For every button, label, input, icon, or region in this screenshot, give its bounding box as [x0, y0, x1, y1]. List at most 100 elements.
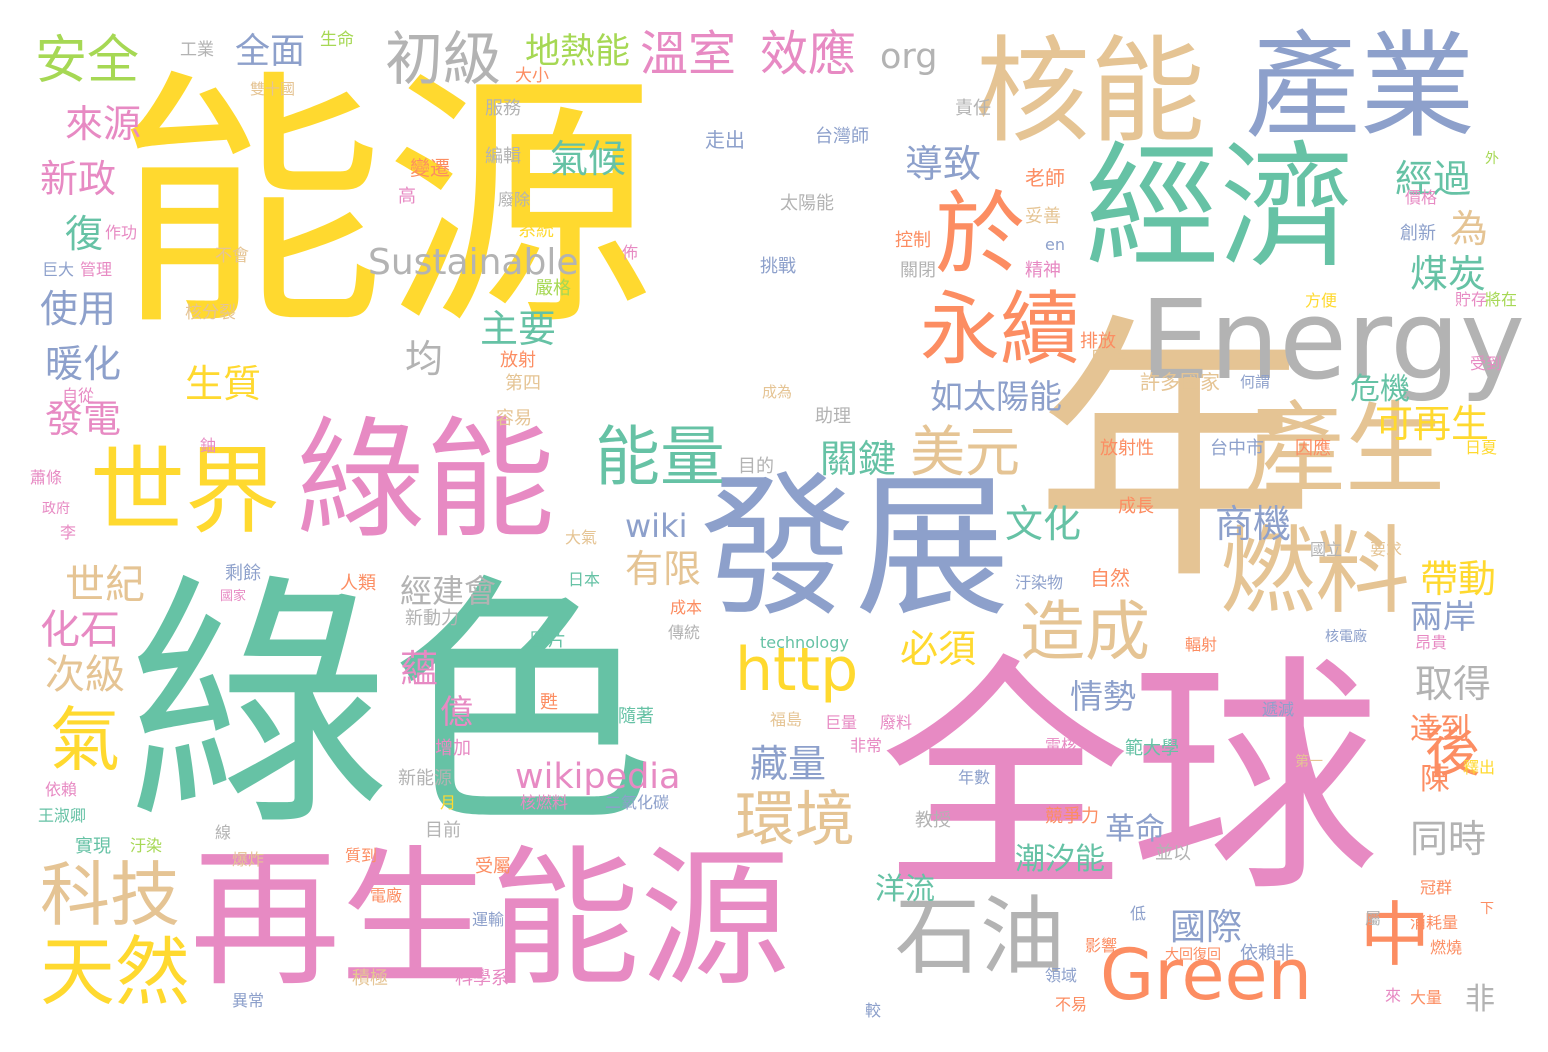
word: 屬 [1365, 909, 1382, 928]
word: 必須 [900, 627, 977, 671]
word: 異常 [232, 991, 265, 1010]
word: 暖化 [45, 342, 122, 386]
word: 達到 [1410, 712, 1470, 747]
word: 新政 [40, 157, 117, 201]
word: 陳 [1420, 762, 1450, 797]
word: 自從 [62, 386, 95, 405]
word: 控制 [895, 230, 931, 251]
word: 工業 [180, 40, 214, 60]
word: 甦 [540, 692, 558, 713]
word: 復 [65, 212, 104, 256]
word: Green [1100, 934, 1312, 1016]
word: 創新 [1400, 223, 1436, 244]
word: 汙染物 [1015, 573, 1064, 592]
word: 剩餘 [225, 563, 261, 584]
word: 許多國家 [1140, 370, 1220, 394]
word: 初級 [385, 25, 502, 93]
word: 福島 [770, 710, 803, 729]
word: 因應 [1295, 438, 1331, 459]
word: 兩岸 [1410, 597, 1476, 636]
word: 蕭條 [30, 468, 63, 487]
word: 廢除 [498, 190, 531, 209]
word: 將在 [1485, 290, 1518, 309]
word: 二氧化碳 [605, 793, 670, 812]
word: 範大學 [1125, 738, 1179, 759]
word: 增加 [435, 738, 471, 759]
word: 美元 [910, 420, 1021, 484]
word: 方便 [1305, 291, 1338, 310]
word: 王淑卿 [38, 806, 87, 825]
word: 巨大 [42, 260, 75, 279]
word: 巨量 [825, 713, 858, 732]
word: 要求 [1370, 540, 1403, 559]
word: 月 [440, 793, 457, 812]
word: 石油 [895, 888, 1066, 987]
word: 容易 [496, 408, 532, 429]
word: 走出 [705, 128, 745, 152]
word: 高 [398, 186, 416, 207]
word: 氣 [50, 699, 120, 781]
word: 氣候 [550, 137, 627, 181]
word: 反應 [1090, 348, 1126, 369]
word: 台灣師 [815, 126, 869, 147]
word: 國立 [1310, 540, 1343, 559]
word: 大回復回 [1165, 947, 1221, 963]
word: 太陽能 [780, 193, 834, 214]
word: 第四 [505, 373, 541, 394]
word: 積極 [352, 968, 388, 989]
word: 競爭力 [1045, 806, 1099, 827]
word: 依賴 [45, 780, 78, 799]
word: 昂貴 [1415, 633, 1448, 652]
word: 後 [1425, 720, 1481, 784]
word: Sustainable [368, 242, 579, 283]
word: 國際 [1170, 907, 1243, 948]
word: 台中市 [1210, 438, 1264, 459]
word: 如太陽能 [930, 377, 1062, 416]
word: 燃燒 [1430, 938, 1463, 957]
word: 商機 [1215, 502, 1292, 546]
word: 李 [60, 523, 77, 542]
word: 年數 [958, 768, 991, 787]
word: 發電 [45, 397, 122, 441]
word: 綠能 [295, 404, 556, 556]
word: 線 [215, 823, 232, 842]
word: 核電廠 [1325, 629, 1367, 645]
word: 科技 [40, 854, 180, 936]
word: Energy [1140, 276, 1526, 404]
word: 來 [1385, 986, 1402, 1005]
word: 潮汐能 [1015, 842, 1105, 877]
word: 產業 [1245, 20, 1476, 154]
word: 汙染 [130, 836, 163, 855]
word: technology [760, 633, 849, 652]
word: 釋出 [1463, 758, 1496, 777]
word: 目前 [425, 820, 461, 841]
word: org [880, 37, 938, 77]
word: 全球 [880, 634, 1380, 925]
word: 隨著 [618, 706, 654, 727]
word: 環境 [735, 785, 855, 855]
word: 非 [1465, 982, 1495, 1017]
word: 億 [440, 692, 473, 731]
word: 文化 [1005, 502, 1082, 546]
word: 能量 [595, 420, 726, 495]
word: 導致 [905, 142, 982, 186]
word: 關鍵 [820, 437, 897, 481]
word: 燃料 [1220, 517, 1411, 627]
word: 有限 [625, 547, 702, 591]
word: 成本 [670, 598, 703, 617]
word: 帶動 [1420, 557, 1497, 601]
word: 產生 [1245, 391, 1445, 508]
word: 並以 [1155, 843, 1191, 864]
word: 中 [1360, 894, 1430, 976]
word: 貯存 [1455, 290, 1488, 309]
word: 永續 [920, 283, 1080, 376]
word: 政府 [42, 501, 70, 517]
word: 能源 [115, 47, 655, 362]
word: 價格 [1405, 188, 1438, 207]
word: 國家 [220, 589, 247, 604]
word: 經建會 [400, 572, 497, 610]
word: http [735, 635, 859, 705]
word: 可再生 [1375, 402, 1490, 446]
word: 煤炭 [1410, 252, 1487, 296]
